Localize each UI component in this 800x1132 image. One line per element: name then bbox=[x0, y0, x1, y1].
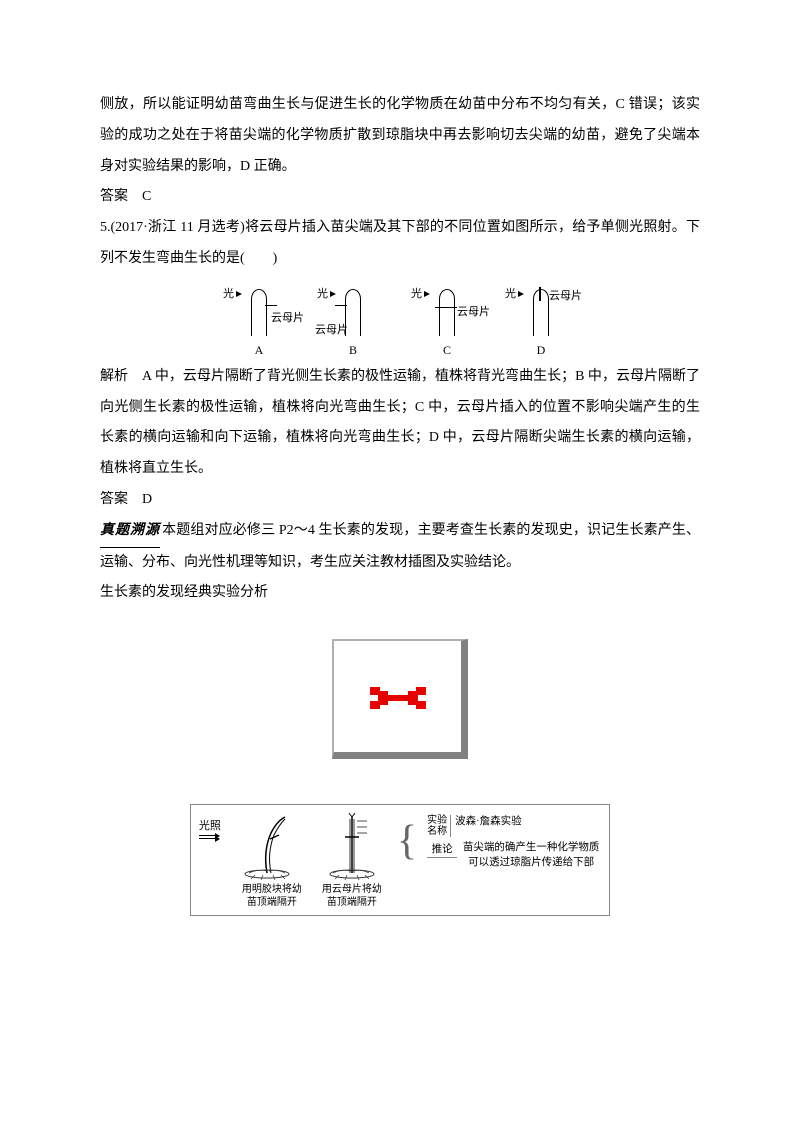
mica-label-b: 云母片 bbox=[315, 321, 348, 337]
question-5: 5.(2017·浙江 11 月选考)将云母片插入苗尖端及其下部的不同位置如图所示… bbox=[100, 213, 700, 275]
source-label: 真题溯源 bbox=[100, 516, 160, 548]
light-label-a: 光 bbox=[223, 285, 242, 301]
light-label-b: 光 bbox=[317, 285, 336, 301]
label-a: A bbox=[255, 343, 264, 358]
arrow-icon bbox=[199, 838, 219, 839]
document-page: 侧放，所以能证明幼苗弯曲生长与促进生长的化学物质在幼苗中分布不均匀有关，C 错误… bbox=[0, 0, 800, 1006]
label-b: B bbox=[349, 343, 357, 358]
paragraph-continuation: 侧放，所以能证明幼苗弯曲生长与促进生长的化学物质在幼苗中分布不均匀有关，C 错误… bbox=[100, 90, 700, 182]
label-d: D bbox=[537, 343, 546, 358]
bj-plant-gelatin: 用明胶块将幼苗顶端隔开 bbox=[237, 811, 307, 909]
bj-conclusion-row: 推论 苗尖端的确产生一种化学物质可以透过琼脂片传递给下部 bbox=[427, 841, 601, 870]
boysen-jensen-figure: 光照 用明胶块将幼 bbox=[100, 804, 700, 916]
mica-label-a: 云母片 bbox=[271, 309, 304, 325]
bj-light-label: 光照 bbox=[199, 811, 229, 839]
source-text: 本题组对应必修三 P2～4 生长素的发现，主要考查生长素的发现史，识记生长素产生… bbox=[100, 523, 700, 570]
broken-image-placeholder bbox=[100, 639, 700, 764]
label-c: C bbox=[443, 343, 451, 358]
seedling-figure: 光 云母片 A 光 云母片 B 光 bbox=[100, 283, 700, 358]
broken-image-icon bbox=[370, 683, 426, 711]
light-label-d: 光 bbox=[505, 285, 524, 301]
arrow-icon bbox=[518, 291, 524, 297]
arrow-icon bbox=[424, 291, 430, 297]
source-paragraph: 真题溯源本题组对应必修三 P2～4 生长素的发现，主要考查生长素的发现史，识记生… bbox=[100, 516, 700, 579]
bj-name-row: 实验名称 波森·詹森实验 bbox=[427, 815, 601, 837]
seedling-a: 光 云母片 A bbox=[229, 283, 289, 358]
subheading: 生长素的发现经典实验分析 bbox=[100, 578, 700, 609]
seedling-c: 光 云母片 C bbox=[417, 283, 477, 358]
answer-d: 答案 D bbox=[100, 485, 700, 516]
arrow-icon bbox=[236, 291, 242, 297]
light-label-c: 光 bbox=[411, 285, 430, 301]
explanation-5: 解析 A 中，云母片隔断了背光侧生长素的极性运输，植株将背光弯曲生长；B 中，云… bbox=[100, 362, 700, 485]
brace-icon: { bbox=[397, 811, 417, 871]
answer-c: 答案 C bbox=[100, 182, 700, 213]
seedling-d: 光 云母片 D bbox=[511, 283, 571, 358]
mica-label-c: 云母片 bbox=[457, 303, 490, 319]
seedling-b: 光 云母片 B bbox=[323, 283, 383, 358]
bj-plant-mica: 用云母片将幼苗顶端隔开 bbox=[317, 811, 387, 909]
mica-label-d: 云母片 bbox=[549, 287, 582, 303]
arrow-icon bbox=[330, 291, 336, 297]
